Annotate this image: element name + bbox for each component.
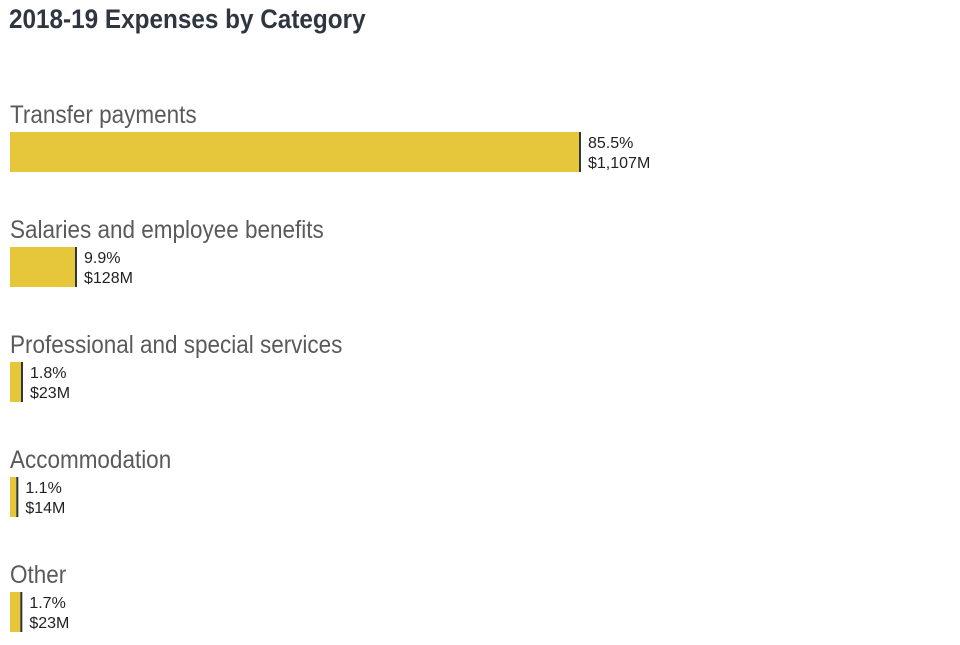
- amount-label: $23M: [29, 615, 69, 632]
- amount-label: $128M: [84, 270, 133, 287]
- bar-end-marker: [75, 247, 77, 287]
- percent-label: 1.8%: [30, 365, 66, 382]
- percent-label: 1.1%: [25, 480, 61, 497]
- amount-label: $1,107M: [588, 155, 650, 172]
- bar: [10, 592, 22, 632]
- category-label: Other: [10, 561, 66, 589]
- bar-end-marker: [16, 477, 19, 517]
- category-label: Salaries and employee benefits: [10, 216, 324, 244]
- chart-title: 2018-19 Expenses by Category: [9, 4, 366, 34]
- category-label: Professional and special services: [10, 331, 343, 359]
- amount-label: $14M: [25, 500, 65, 517]
- category-label: Accommodation: [10, 446, 171, 474]
- amount-label: $23M: [30, 385, 70, 402]
- bar-end-marker: [579, 132, 581, 172]
- bar-end-marker: [21, 362, 23, 402]
- percent-label: 1.7%: [29, 595, 65, 612]
- bar: [10, 132, 580, 172]
- bar-end-marker: [20, 592, 23, 632]
- bar: [10, 247, 76, 287]
- category-label: Transfer payments: [10, 101, 197, 129]
- percent-label: 9.9%: [84, 250, 120, 267]
- bar: [10, 477, 18, 517]
- bar: [10, 362, 22, 402]
- percent-label: 85.5%: [588, 135, 633, 152]
